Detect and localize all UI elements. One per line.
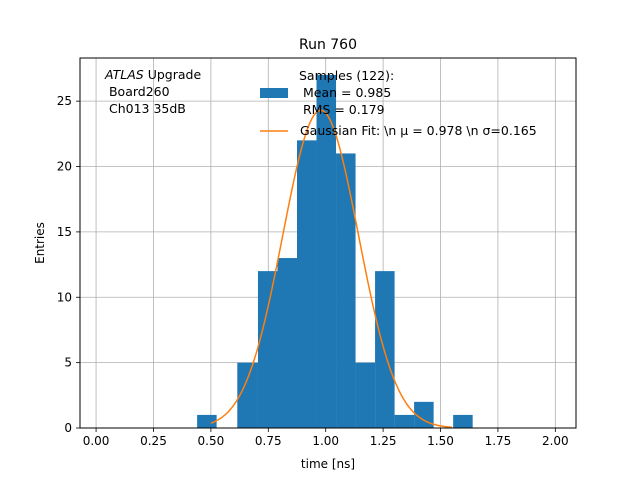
histogram-bar [394, 414, 415, 428]
histogram-bar [277, 258, 297, 428]
legend-samples-line-2: Mean = 0.985 [299, 85, 391, 100]
x-tick-label: 1.00 [312, 434, 339, 448]
histogram-bar [336, 153, 356, 428]
annotation-atlas: ATLAS [104, 67, 144, 82]
y-axis-label: Entries [33, 222, 47, 264]
x-tick-label: 0.75 [255, 434, 282, 448]
histogram-bar [237, 362, 258, 428]
y-tick-label: 10 [57, 290, 72, 304]
legend-fit-label: Gaussian Fit: \n μ = 0.978 \n σ=0.165 [300, 123, 537, 138]
gaussian-fit [210, 109, 453, 428]
plot-frame [79, 57, 577, 429]
x-tick-label: 0.50 [198, 434, 225, 448]
annotation-line-2: Board260 [105, 84, 170, 99]
histogram-bar [257, 271, 278, 428]
histogram-bar [355, 362, 376, 428]
x-axis-ticks: 0.00 0.25 0.50 0.75 1.00 1.25 1.50 1.75 2.00 [83, 428, 569, 448]
annotation-line-1: ATLAS Upgrade [104, 67, 201, 82]
legend-samples-line-3: RMS = 0.179 [299, 102, 385, 117]
y-tick-label: 25 [57, 94, 72, 108]
histogram-bars [197, 74, 473, 429]
legend: Samples (122): Mean = 0.985 RMS = 0.179 … [260, 68, 537, 138]
annotation-line-3: Ch013 35dB [105, 101, 186, 116]
y-tick-label: 15 [57, 225, 72, 239]
x-axis-label: time [ns] [301, 457, 355, 471]
chart-title: Run 760 [299, 37, 357, 53]
x-tick-label: 1.25 [370, 434, 397, 448]
y-tick-label: 5 [64, 356, 72, 370]
annotation-upgrade: Upgrade [144, 67, 202, 82]
y-tick-label: 0 [64, 421, 72, 435]
histogram-bar [453, 414, 473, 428]
x-tick-label: 0.00 [83, 434, 110, 448]
y-tick-label: 20 [57, 160, 72, 174]
x-tick-label: 0.25 [140, 434, 167, 448]
histogram-bar [316, 74, 337, 429]
atlas-annotation: ATLAS Upgrade Board260 Ch013 35dB [104, 67, 201, 116]
y-axis-ticks: 0 5 10 15 20 25 [57, 94, 80, 435]
legend-samples-swatch [260, 88, 288, 98]
x-tick-label: 2.00 [542, 434, 569, 448]
histogram-bar [414, 401, 434, 428]
histogram-bar [197, 414, 217, 428]
histogram-bar [297, 140, 317, 428]
x-tick-label: 1.75 [485, 434, 512, 448]
histogram-bar [375, 271, 395, 428]
x-tick-label: 1.50 [427, 434, 454, 448]
gaussian-fit-line [210, 109, 453, 428]
legend-samples-line-1: Samples (122): [299, 68, 394, 83]
